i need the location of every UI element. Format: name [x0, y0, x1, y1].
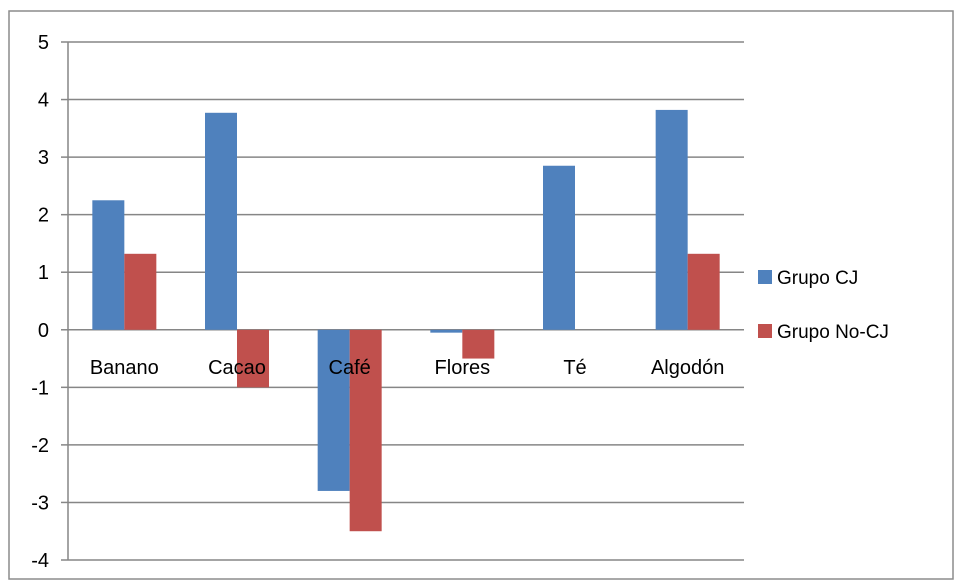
bar-grupo-no-cj-3	[462, 329, 495, 359]
category-label: Café	[329, 357, 371, 379]
bars	[92, 109, 720, 532]
legend: Grupo CJ Grupo No-CJ	[758, 268, 889, 343]
category-label: Flores	[435, 357, 491, 379]
y-tick-label: 4	[38, 90, 49, 112]
bar-grupo-cj-0	[92, 200, 125, 330]
bar-grupo-cj-1	[205, 112, 237, 330]
category-label: Banano	[90, 357, 159, 379]
bar-grupo-cj-5	[655, 109, 688, 330]
chart-border	[8, 10, 954, 580]
bar-grupo-cj-2	[317, 329, 350, 491]
category-labels: Banano Cacao Café Flores Té Algodón	[90, 357, 725, 379]
y-tick-label: 3	[38, 147, 49, 169]
legend-label: Grupo No-CJ	[777, 322, 889, 343]
y-tick-label: 1	[38, 262, 49, 284]
bar-grupo-no-cj-1	[237, 329, 269, 388]
y-tick-label: 5	[38, 32, 49, 54]
bar-grupo-no-cj-5	[687, 253, 720, 330]
legend-swatch	[758, 270, 772, 284]
y-tick-label: 0	[38, 320, 49, 342]
y-tick-label: -2	[31, 435, 49, 457]
legend-label: Grupo CJ	[777, 268, 858, 289]
y-tick-label: -4	[31, 550, 49, 572]
bar-grupo-cj-3	[430, 329, 463, 333]
y-tick-label: -1	[31, 377, 49, 399]
category-label: Algodón	[651, 357, 724, 379]
legend-swatch	[758, 324, 772, 338]
bar-grupo-no-cj-0	[124, 253, 157, 330]
category-label: Té	[563, 357, 586, 379]
y-tick-label: 2	[38, 205, 49, 227]
y-axis-ticks: 5 4 3 2 1 0 -1 -2 -3 -4	[31, 32, 68, 572]
category-label: Cacao	[208, 357, 266, 379]
y-tick-label: -3	[31, 492, 49, 514]
bar-grupo-cj-4	[543, 165, 575, 330]
gridlines	[67, 41, 744, 561]
bar-grupo-no-cj-2	[349, 329, 382, 532]
